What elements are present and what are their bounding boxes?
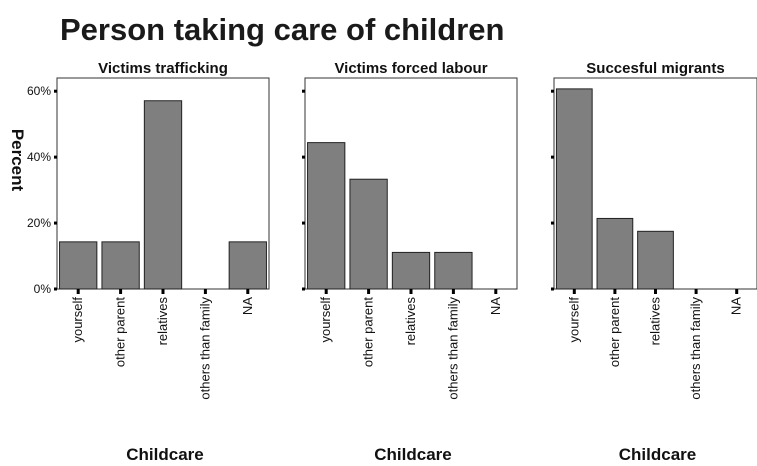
x-category-label: yourself bbox=[566, 297, 581, 343]
x-category-label: others than family bbox=[197, 297, 212, 400]
x-category-label: others than family bbox=[688, 297, 703, 400]
bar-yourself bbox=[307, 142, 346, 290]
x-category-label: NA bbox=[240, 297, 255, 315]
x-axis-label: Childcare bbox=[619, 445, 696, 464]
panel-2: Victims forced labour yourself other paren… bbox=[302, 60, 518, 464]
y-tick-label: 20% bbox=[27, 216, 51, 230]
y-tick-label: 0% bbox=[34, 282, 52, 296]
y-tick-label: 40% bbox=[27, 150, 51, 164]
panel-title: Victims forced labour bbox=[334, 60, 487, 77]
panel-1: Victims trafficking 0% 20% 40% 60% yourself ot… bbox=[27, 60, 270, 464]
x-axis-label: Childcare bbox=[374, 445, 451, 464]
x-category-label: relatives bbox=[648, 297, 663, 346]
panel-3: Succesful migrants yourself other parent re… bbox=[551, 60, 757, 464]
x-category-label: relatives bbox=[155, 297, 170, 346]
y-tick-label: 60% bbox=[27, 84, 51, 98]
bar-relatives bbox=[391, 251, 431, 290]
x-category-label: other parent bbox=[361, 297, 376, 367]
bar-yourself bbox=[555, 88, 593, 290]
panel-title: Victims trafficking bbox=[98, 60, 228, 77]
y-axis-label: Percent bbox=[8, 129, 27, 192]
bar-relatives bbox=[143, 100, 183, 290]
bar-other-parent bbox=[596, 217, 634, 290]
bar-others-than-family bbox=[434, 251, 473, 290]
bar-NA bbox=[228, 241, 267, 290]
x-category-label: NA bbox=[488, 297, 503, 315]
x-category-label: NA bbox=[729, 297, 744, 315]
x-category-label: other parent bbox=[607, 297, 622, 367]
x-category-label: yourself bbox=[70, 297, 85, 343]
panel-title: Succesful migrants bbox=[586, 60, 724, 77]
bar-yourself bbox=[59, 241, 98, 290]
panels: Victims trafficking 0% 20% 40% 60% yourself ot… bbox=[27, 60, 757, 464]
bar-other-parent bbox=[101, 241, 140, 290]
chart-title: Person taking care of children bbox=[60, 12, 504, 47]
x-axis-label: Childcare bbox=[126, 445, 203, 464]
bar-relatives bbox=[637, 230, 674, 290]
x-category-label: other parent bbox=[113, 297, 128, 367]
x-category-label: others than family bbox=[445, 297, 460, 400]
x-category-label: relatives bbox=[403, 297, 418, 346]
bar-other-parent bbox=[349, 178, 388, 290]
x-category-label: yourself bbox=[318, 297, 333, 343]
